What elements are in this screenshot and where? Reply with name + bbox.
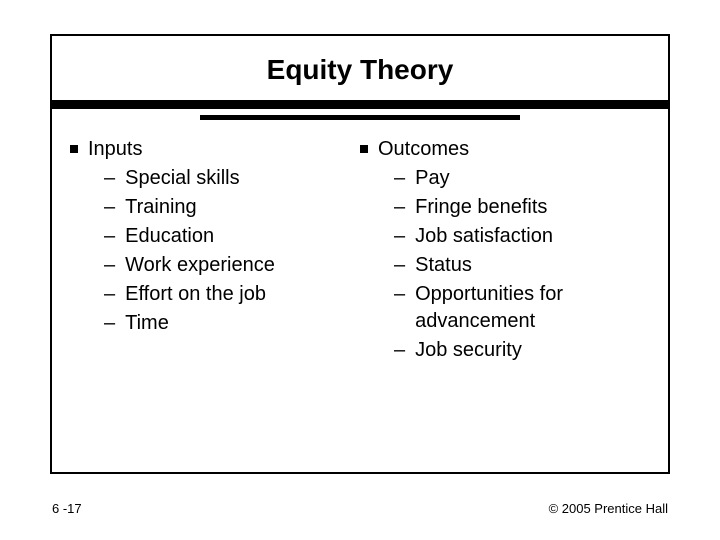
dash-icon: – <box>104 223 115 250</box>
square-bullet-icon <box>70 145 78 153</box>
slide-frame: Equity Theory Inputs –Special skills –Tr… <box>50 34 670 474</box>
list-item-label: Status <box>415 252 472 279</box>
dash-icon: – <box>394 194 405 221</box>
page-number: 6 -17 <box>52 501 82 516</box>
list-item-label: Education <box>125 223 214 250</box>
list-item-label: Time <box>125 310 169 337</box>
list-item-label: Special skills <box>125 165 239 192</box>
dash-icon: – <box>104 194 115 221</box>
list-item: –Opportunities for advancement <box>394 281 650 335</box>
list-item: –Status <box>394 252 650 279</box>
list-item: –Effort on the job <box>104 281 360 308</box>
list-item-label: Job security <box>415 337 522 364</box>
content-area: Inputs –Special skills –Training –Educat… <box>52 120 668 366</box>
dash-icon: – <box>104 252 115 279</box>
list-item-label: Training <box>125 194 197 221</box>
list-item: –Job satisfaction <box>394 223 650 250</box>
left-sublist: –Special skills –Training –Education –Wo… <box>70 165 360 337</box>
left-column: Inputs –Special skills –Training –Educat… <box>70 136 360 366</box>
right-sublist: –Pay –Fringe benefits –Job satisfaction … <box>360 165 650 364</box>
dash-icon: – <box>104 165 115 192</box>
list-item: –Work experience <box>104 252 360 279</box>
list-item-label: Opportunities for advancement <box>415 281 650 335</box>
list-item-label: Work experience <box>125 252 275 279</box>
copyright: © 2005 Prentice Hall <box>549 501 668 516</box>
list-item: –Time <box>104 310 360 337</box>
list-item-label: Fringe benefits <box>415 194 547 221</box>
list-item-label: Job satisfaction <box>415 223 553 250</box>
dash-icon: – <box>104 310 115 337</box>
list-item: –Education <box>104 223 360 250</box>
list-item-label: Effort on the job <box>125 281 266 308</box>
list-item: –Pay <box>394 165 650 192</box>
dash-icon: – <box>394 252 405 279</box>
square-bullet-icon <box>360 145 368 153</box>
dash-icon: – <box>394 223 405 250</box>
list-item: –Job security <box>394 337 650 364</box>
right-column: Outcomes –Pay –Fringe benefits –Job sati… <box>360 136 650 366</box>
left-heading-row: Inputs <box>70 136 360 163</box>
dash-icon: – <box>394 165 405 192</box>
slide-title: Equity Theory <box>52 36 668 100</box>
right-heading: Outcomes <box>378 136 469 163</box>
dash-icon: – <box>104 281 115 308</box>
list-item: –Training <box>104 194 360 221</box>
dash-icon: – <box>394 337 405 364</box>
dash-icon: – <box>394 281 405 308</box>
list-item: –Special skills <box>104 165 360 192</box>
list-item: –Fringe benefits <box>394 194 650 221</box>
right-heading-row: Outcomes <box>360 136 650 163</box>
title-rule-thick <box>52 100 668 109</box>
list-item-label: Pay <box>415 165 449 192</box>
left-heading: Inputs <box>88 136 142 163</box>
